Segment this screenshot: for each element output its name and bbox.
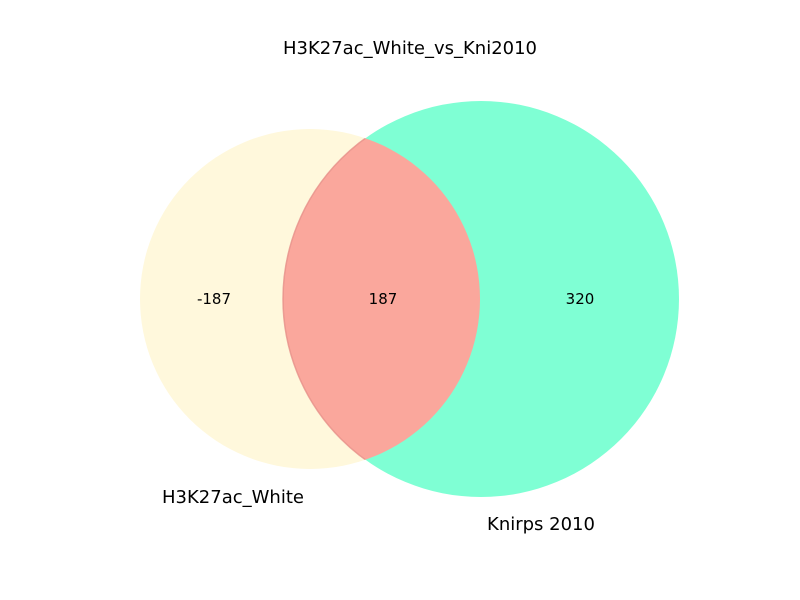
chart-title: H3K27ac_White_vs_Kni2010 bbox=[283, 38, 537, 59]
count-b-only: 320 bbox=[566, 290, 595, 308]
count-a-only: -187 bbox=[197, 290, 231, 308]
intersection-region bbox=[282, 129, 480, 469]
count-intersection: 187 bbox=[369, 290, 398, 308]
set-b-label: Knirps 2010 bbox=[487, 514, 595, 535]
set-a-label: H3K27ac_White bbox=[162, 487, 304, 508]
